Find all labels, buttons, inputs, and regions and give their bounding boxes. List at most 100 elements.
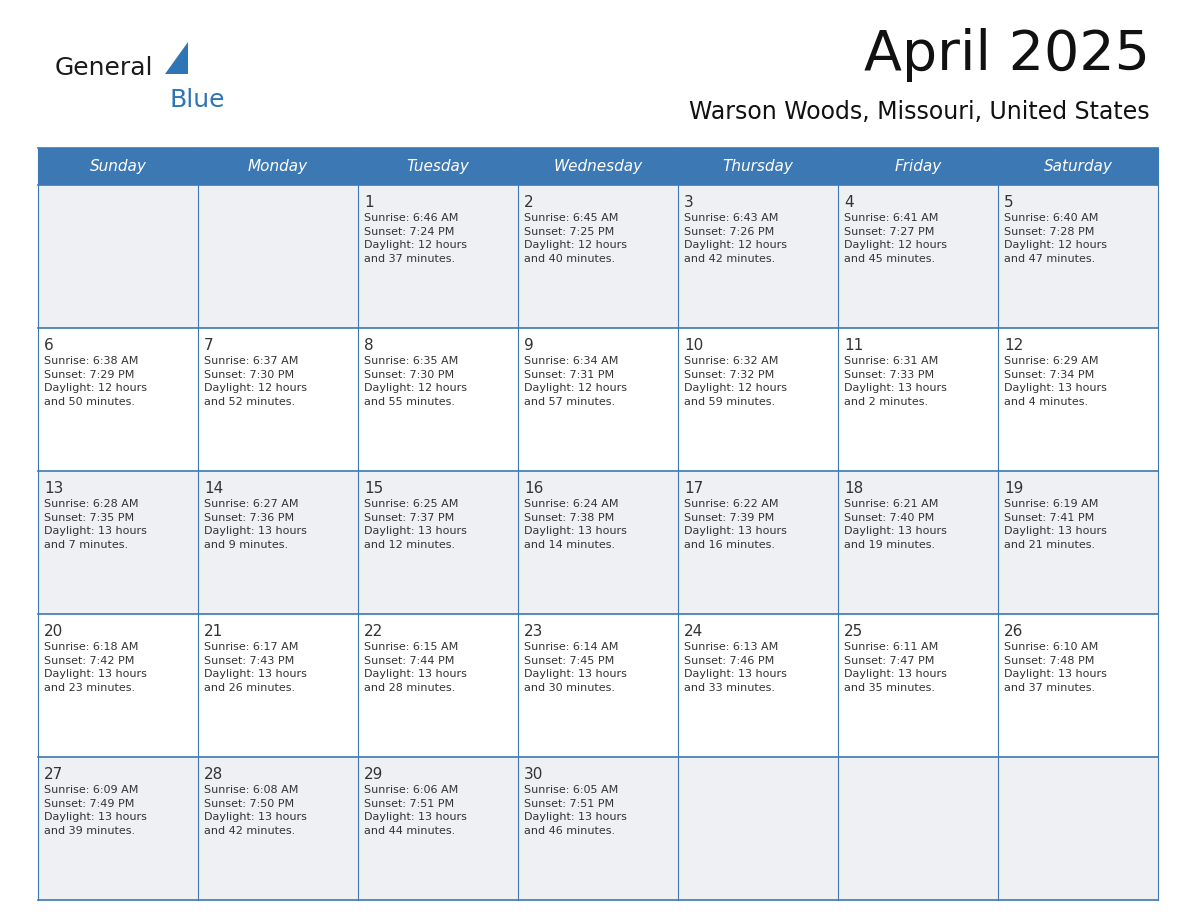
Text: Sunrise: 6:10 AM
Sunset: 7:48 PM
Daylight: 13 hours
and 37 minutes.: Sunrise: 6:10 AM Sunset: 7:48 PM Dayligh… bbox=[1004, 642, 1107, 693]
Text: 23: 23 bbox=[524, 624, 543, 639]
Bar bbox=[38, 148, 198, 185]
Text: Sunrise: 6:29 AM
Sunset: 7:34 PM
Daylight: 13 hours
and 4 minutes.: Sunrise: 6:29 AM Sunset: 7:34 PM Dayligh… bbox=[1004, 356, 1107, 407]
Bar bbox=[998, 471, 1158, 614]
Text: 21: 21 bbox=[204, 624, 223, 639]
Text: Sunrise: 6:11 AM
Sunset: 7:47 PM
Daylight: 13 hours
and 35 minutes.: Sunrise: 6:11 AM Sunset: 7:47 PM Dayligh… bbox=[843, 642, 947, 693]
Text: Tuesday: Tuesday bbox=[406, 159, 469, 174]
Bar bbox=[518, 148, 678, 185]
Text: General: General bbox=[55, 56, 153, 80]
Text: Sunrise: 6:09 AM
Sunset: 7:49 PM
Daylight: 13 hours
and 39 minutes.: Sunrise: 6:09 AM Sunset: 7:49 PM Dayligh… bbox=[44, 785, 147, 835]
Text: 22: 22 bbox=[364, 624, 384, 639]
Bar bbox=[358, 328, 518, 471]
Text: Sunrise: 6:41 AM
Sunset: 7:27 PM
Daylight: 12 hours
and 45 minutes.: Sunrise: 6:41 AM Sunset: 7:27 PM Dayligh… bbox=[843, 213, 947, 263]
Text: Sunrise: 6:27 AM
Sunset: 7:36 PM
Daylight: 13 hours
and 9 minutes.: Sunrise: 6:27 AM Sunset: 7:36 PM Dayligh… bbox=[204, 499, 307, 550]
Bar bbox=[198, 328, 358, 471]
Text: 12: 12 bbox=[1004, 338, 1023, 353]
Bar bbox=[678, 185, 838, 328]
Text: 7: 7 bbox=[204, 338, 214, 353]
Bar bbox=[38, 185, 198, 328]
Text: 1: 1 bbox=[364, 195, 373, 210]
Text: 13: 13 bbox=[44, 481, 63, 496]
Bar bbox=[838, 148, 998, 185]
Text: 3: 3 bbox=[684, 195, 694, 210]
Text: 5: 5 bbox=[1004, 195, 1013, 210]
Text: 2: 2 bbox=[524, 195, 533, 210]
Text: Sunrise: 6:06 AM
Sunset: 7:51 PM
Daylight: 13 hours
and 44 minutes.: Sunrise: 6:06 AM Sunset: 7:51 PM Dayligh… bbox=[364, 785, 467, 835]
Bar bbox=[198, 185, 358, 328]
Bar bbox=[838, 471, 998, 614]
Text: 11: 11 bbox=[843, 338, 864, 353]
Bar bbox=[678, 328, 838, 471]
Text: Sunrise: 6:40 AM
Sunset: 7:28 PM
Daylight: 12 hours
and 47 minutes.: Sunrise: 6:40 AM Sunset: 7:28 PM Dayligh… bbox=[1004, 213, 1107, 263]
Text: 18: 18 bbox=[843, 481, 864, 496]
Bar bbox=[838, 757, 998, 900]
Text: Sunday: Sunday bbox=[89, 159, 146, 174]
Text: Saturday: Saturday bbox=[1043, 159, 1112, 174]
Text: 29: 29 bbox=[364, 767, 384, 782]
Text: 27: 27 bbox=[44, 767, 63, 782]
Text: 15: 15 bbox=[364, 481, 384, 496]
Text: Sunrise: 6:17 AM
Sunset: 7:43 PM
Daylight: 13 hours
and 26 minutes.: Sunrise: 6:17 AM Sunset: 7:43 PM Dayligh… bbox=[204, 642, 307, 693]
Bar bbox=[198, 757, 358, 900]
Bar bbox=[678, 614, 838, 757]
Text: Friday: Friday bbox=[895, 159, 942, 174]
Bar bbox=[678, 471, 838, 614]
Bar bbox=[518, 328, 678, 471]
Text: 6: 6 bbox=[44, 338, 53, 353]
Bar bbox=[998, 757, 1158, 900]
Text: Sunrise: 6:22 AM
Sunset: 7:39 PM
Daylight: 13 hours
and 16 minutes.: Sunrise: 6:22 AM Sunset: 7:39 PM Dayligh… bbox=[684, 499, 786, 550]
Bar bbox=[998, 185, 1158, 328]
Text: 30: 30 bbox=[524, 767, 543, 782]
Bar bbox=[518, 471, 678, 614]
Bar bbox=[358, 757, 518, 900]
Text: Sunrise: 6:19 AM
Sunset: 7:41 PM
Daylight: 13 hours
and 21 minutes.: Sunrise: 6:19 AM Sunset: 7:41 PM Dayligh… bbox=[1004, 499, 1107, 550]
Text: Sunrise: 6:32 AM
Sunset: 7:32 PM
Daylight: 12 hours
and 59 minutes.: Sunrise: 6:32 AM Sunset: 7:32 PM Dayligh… bbox=[684, 356, 786, 407]
Text: Sunrise: 6:43 AM
Sunset: 7:26 PM
Daylight: 12 hours
and 42 minutes.: Sunrise: 6:43 AM Sunset: 7:26 PM Dayligh… bbox=[684, 213, 786, 263]
Text: 16: 16 bbox=[524, 481, 543, 496]
Bar bbox=[518, 185, 678, 328]
Bar bbox=[38, 471, 198, 614]
Bar bbox=[518, 757, 678, 900]
Text: Sunrise: 6:34 AM
Sunset: 7:31 PM
Daylight: 12 hours
and 57 minutes.: Sunrise: 6:34 AM Sunset: 7:31 PM Dayligh… bbox=[524, 356, 627, 407]
Text: Sunrise: 6:38 AM
Sunset: 7:29 PM
Daylight: 12 hours
and 50 minutes.: Sunrise: 6:38 AM Sunset: 7:29 PM Dayligh… bbox=[44, 356, 147, 407]
Text: 24: 24 bbox=[684, 624, 703, 639]
Bar bbox=[358, 148, 518, 185]
Text: 9: 9 bbox=[524, 338, 533, 353]
Text: Sunrise: 6:35 AM
Sunset: 7:30 PM
Daylight: 12 hours
and 55 minutes.: Sunrise: 6:35 AM Sunset: 7:30 PM Dayligh… bbox=[364, 356, 467, 407]
Text: Sunrise: 6:25 AM
Sunset: 7:37 PM
Daylight: 13 hours
and 12 minutes.: Sunrise: 6:25 AM Sunset: 7:37 PM Dayligh… bbox=[364, 499, 467, 550]
Text: 19: 19 bbox=[1004, 481, 1023, 496]
Bar bbox=[518, 614, 678, 757]
Text: Sunrise: 6:31 AM
Sunset: 7:33 PM
Daylight: 13 hours
and 2 minutes.: Sunrise: 6:31 AM Sunset: 7:33 PM Dayligh… bbox=[843, 356, 947, 407]
Text: April 2025: April 2025 bbox=[864, 28, 1150, 82]
Text: Sunrise: 6:28 AM
Sunset: 7:35 PM
Daylight: 13 hours
and 7 minutes.: Sunrise: 6:28 AM Sunset: 7:35 PM Dayligh… bbox=[44, 499, 147, 550]
Bar bbox=[358, 185, 518, 328]
Bar bbox=[998, 148, 1158, 185]
Text: Blue: Blue bbox=[170, 88, 226, 112]
Text: 20: 20 bbox=[44, 624, 63, 639]
Text: 4: 4 bbox=[843, 195, 854, 210]
Bar bbox=[358, 471, 518, 614]
Bar bbox=[198, 471, 358, 614]
Bar bbox=[38, 328, 198, 471]
Text: Sunrise: 6:13 AM
Sunset: 7:46 PM
Daylight: 13 hours
and 33 minutes.: Sunrise: 6:13 AM Sunset: 7:46 PM Dayligh… bbox=[684, 642, 786, 693]
Text: Sunrise: 6:15 AM
Sunset: 7:44 PM
Daylight: 13 hours
and 28 minutes.: Sunrise: 6:15 AM Sunset: 7:44 PM Dayligh… bbox=[364, 642, 467, 693]
Text: Sunrise: 6:14 AM
Sunset: 7:45 PM
Daylight: 13 hours
and 30 minutes.: Sunrise: 6:14 AM Sunset: 7:45 PM Dayligh… bbox=[524, 642, 627, 693]
Text: Warson Woods, Missouri, United States: Warson Woods, Missouri, United States bbox=[689, 100, 1150, 124]
Text: Monday: Monday bbox=[248, 159, 308, 174]
Text: Wednesday: Wednesday bbox=[554, 159, 643, 174]
Bar bbox=[38, 614, 198, 757]
Bar bbox=[838, 614, 998, 757]
Text: Sunrise: 6:45 AM
Sunset: 7:25 PM
Daylight: 12 hours
and 40 minutes.: Sunrise: 6:45 AM Sunset: 7:25 PM Dayligh… bbox=[524, 213, 627, 263]
Text: 25: 25 bbox=[843, 624, 864, 639]
Polygon shape bbox=[165, 42, 188, 74]
Text: 26: 26 bbox=[1004, 624, 1023, 639]
Bar bbox=[998, 614, 1158, 757]
Text: Sunrise: 6:05 AM
Sunset: 7:51 PM
Daylight: 13 hours
and 46 minutes.: Sunrise: 6:05 AM Sunset: 7:51 PM Dayligh… bbox=[524, 785, 627, 835]
Bar bbox=[838, 185, 998, 328]
Text: Sunrise: 6:18 AM
Sunset: 7:42 PM
Daylight: 13 hours
and 23 minutes.: Sunrise: 6:18 AM Sunset: 7:42 PM Dayligh… bbox=[44, 642, 147, 693]
Bar bbox=[198, 148, 358, 185]
Text: Thursday: Thursday bbox=[722, 159, 794, 174]
Text: 17: 17 bbox=[684, 481, 703, 496]
Bar bbox=[998, 328, 1158, 471]
Bar bbox=[838, 328, 998, 471]
